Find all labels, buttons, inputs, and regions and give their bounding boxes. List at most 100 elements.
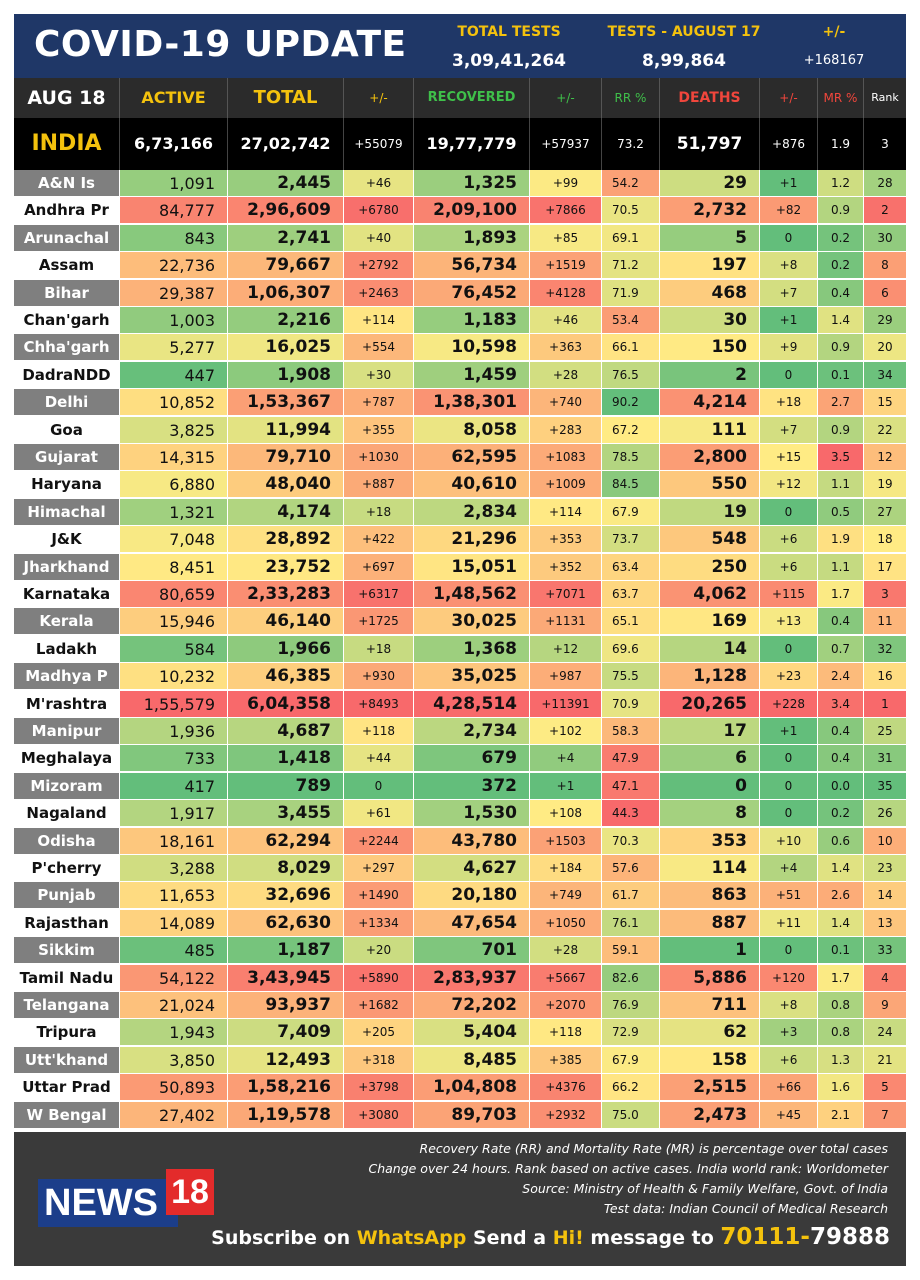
rank-cell: 16: [864, 663, 906, 691]
subscribe-text-2: Send a: [466, 1227, 553, 1249]
deaths-cell: 250: [660, 553, 760, 581]
subscribe-text-1: Subscribe on: [211, 1227, 357, 1249]
active-cell: 417: [120, 772, 228, 800]
state-row: Andhra Pr 84,777 2,96,609 +6780 2,09,100 +786…: [14, 197, 906, 225]
mr-cell: 1.7: [818, 964, 864, 992]
active-cell: 18,161: [120, 827, 228, 855]
rr-cell: 75.0: [602, 1101, 660, 1129]
mr-cell: 0.9: [818, 416, 864, 444]
recovered-cell: 2,09,100: [414, 197, 530, 225]
recovered-cell: 2,834: [414, 498, 530, 526]
total-cell: 3,455: [228, 800, 344, 828]
india-rr: 73.2: [602, 118, 660, 170]
total-delta-cell: +1725: [344, 608, 414, 636]
state-name: Punjab: [14, 882, 120, 910]
state-name: Manipur: [14, 718, 120, 745]
state-row: Chan'garh 1,003 2,216 +114 1,183 +46 53.4 30 +1 1…: [14, 307, 906, 334]
recovered-delta-cell: +4128: [530, 279, 602, 307]
state-name: J&K: [14, 526, 120, 554]
state-row: J&K 7,048 28,892 +422 21,296 +353 73.7 548 +6 1.9…: [14, 526, 906, 554]
deaths-cell: 2: [660, 361, 760, 389]
mr-cell: 1.1: [818, 471, 864, 499]
deaths-cell: 0: [660, 772, 760, 800]
rank-cell: 13: [864, 909, 906, 937]
active-cell: 15,946: [120, 608, 228, 636]
recovered-delta-cell: +363: [530, 334, 602, 362]
total-delta-cell: +3080: [344, 1101, 414, 1129]
total-delta-cell: +1334: [344, 909, 414, 937]
active-cell: 5,277: [120, 334, 228, 362]
active-cell: 27,402: [120, 1101, 228, 1129]
recovered-cell: 40,610: [414, 471, 530, 499]
state-name: Odisha: [14, 827, 120, 855]
recovered-cell: 35,025: [414, 663, 530, 691]
total-header: TOTAL: [228, 78, 344, 118]
rr-cell: 70.9: [602, 690, 660, 718]
state-name: P'cherry: [14, 855, 120, 882]
state-name: Tamil Nadu: [14, 964, 120, 992]
active-cell: 1,321: [120, 498, 228, 526]
total-cell: 1,06,307: [228, 279, 344, 307]
state-name: Madhya P: [14, 663, 120, 691]
deaths-cell: 29: [660, 170, 760, 197]
rank-cell: 32: [864, 635, 906, 663]
rr-cell: 61.7: [602, 882, 660, 910]
active-cell: 21,024: [120, 992, 228, 1019]
recovered-delta-cell: +12: [530, 635, 602, 663]
deaths-delta-cell: +6: [760, 1046, 818, 1074]
mr-cell: 0.1: [818, 361, 864, 389]
deaths-delta-cell: +228: [760, 690, 818, 718]
state-row: Haryana 6,880 48,040 +887 40,610 +1009 84.5 550…: [14, 471, 906, 499]
rank-cell: 17: [864, 553, 906, 581]
total-delta-cell: +61: [344, 800, 414, 828]
total-tests-value: 3,09,41,264: [451, 51, 566, 71]
recovered-cell: 1,459: [414, 361, 530, 389]
deaths-delta-cell: +8: [760, 252, 818, 280]
tests-day-value: 8,99,864: [642, 51, 726, 71]
total-delta-cell: +205: [344, 1019, 414, 1047]
state-name: M'rashtra: [14, 690, 120, 718]
state-row: Bihar 29,387 1,06,307 +2463 76,452 +4128 71.9 4…: [14, 279, 906, 307]
rank-cell: 18: [864, 526, 906, 554]
mr-cell: 3.5: [818, 444, 864, 471]
total-cell: 79,710: [228, 444, 344, 471]
state-row: Tamil Nadu 54,122 3,43,945 +5890 2,83,937 +56…: [14, 964, 906, 992]
deaths-delta-cell: +51: [760, 882, 818, 910]
rr-cell: 44.3: [602, 800, 660, 828]
total-delta-cell: +40: [344, 224, 414, 252]
deaths-cell: 111: [660, 416, 760, 444]
active-cell: 1,936: [120, 718, 228, 745]
india-total: 27,02,742: [228, 118, 344, 170]
deaths-delta-cell: 0: [760, 361, 818, 389]
recovered-cell: 72,202: [414, 992, 530, 1019]
india-deaths-delta: +876: [760, 118, 818, 170]
recovered-cell: 1,368: [414, 635, 530, 663]
state-name: Karnataka: [14, 581, 120, 608]
mr-cell: 1.6: [818, 1074, 864, 1102]
total-delta-cell: +1030: [344, 444, 414, 471]
recovered-delta-cell: +2070: [530, 992, 602, 1019]
rr-cell: 82.6: [602, 964, 660, 992]
deaths-cell: 4,062: [660, 581, 760, 608]
india-mr: 1.9: [818, 118, 864, 170]
deaths-delta-cell: +66: [760, 1074, 818, 1102]
recovered-cell: 15,051: [414, 553, 530, 581]
rank-cell: 10: [864, 827, 906, 855]
state-row: Himachal 1,321 4,174 +18 2,834 +114 67.9 19 0 0.5…: [14, 498, 906, 526]
news18-logo: NEWS 18: [38, 1169, 214, 1227]
mr-header: MR %: [818, 78, 864, 118]
recovered-cell: 89,703: [414, 1101, 530, 1129]
mr-cell: 1.1: [818, 553, 864, 581]
total-cell: 79,667: [228, 252, 344, 280]
state-name: Gujarat: [14, 444, 120, 471]
active-cell: 843: [120, 224, 228, 252]
mr-cell: 0.0: [818, 772, 864, 800]
active-cell: 3,825: [120, 416, 228, 444]
state-row: DadraNDD 447 1,908 +30 1,459 +28 76.5 2 0 0.1 34: [14, 361, 906, 389]
rank-cell: 3: [864, 581, 906, 608]
total-delta-cell: +18: [344, 635, 414, 663]
total-delta-cell: +297: [344, 855, 414, 882]
mr-cell: 0.8: [818, 1019, 864, 1047]
total-delta-cell: +697: [344, 553, 414, 581]
state-name: Ladakh: [14, 635, 120, 663]
